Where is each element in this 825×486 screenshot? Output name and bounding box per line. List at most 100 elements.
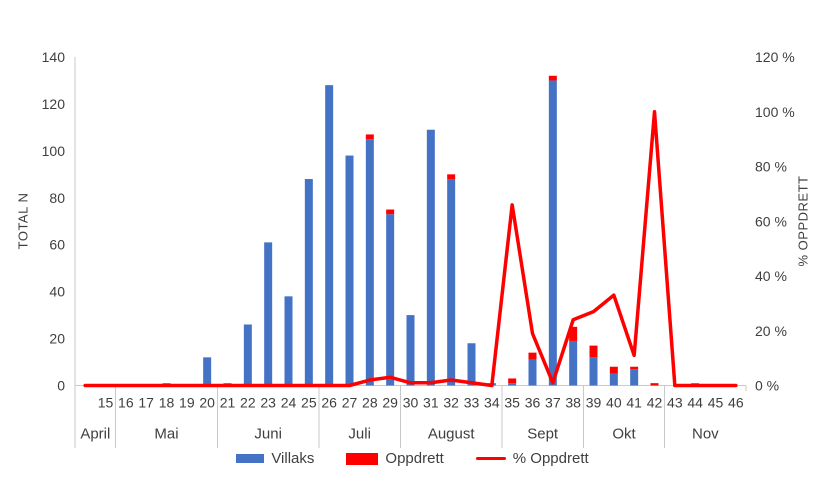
month-label: Mai — [154, 426, 178, 443]
villaks-bar — [589, 357, 598, 386]
villaks-bar — [406, 315, 415, 386]
week-label: 41 — [626, 395, 642, 411]
week-label: 23 — [260, 395, 276, 411]
week-label: 17 — [138, 395, 154, 411]
villaks-bar — [386, 214, 395, 386]
villaks-bar — [325, 85, 334, 386]
week-label: 21 — [220, 395, 236, 411]
month-label: April — [80, 426, 110, 443]
legend-label-pct-oppdrett: % Oppdrett — [512, 450, 589, 467]
villaks-bar — [528, 359, 537, 386]
week-label: 18 — [159, 395, 175, 411]
week-label: 20 — [199, 395, 215, 411]
week-label: 32 — [443, 395, 459, 411]
villaks-bar — [630, 369, 639, 386]
villaks-bar-swatch-icon — [236, 454, 265, 463]
week-label: 16 — [118, 395, 134, 411]
right-axis-tick-label: 120 % — [755, 49, 795, 65]
pct-oppdrett-line-swatch-icon — [475, 456, 506, 461]
week-label: 30 — [403, 395, 419, 411]
villaks-bar — [284, 296, 293, 386]
oppdrett-bar — [609, 366, 618, 374]
left-axis-tick-label: 20 — [49, 331, 65, 347]
legend-item-villaks: Villaks — [236, 450, 314, 467]
oppdrett-bar — [569, 326, 578, 341]
right-axis-tick-label: 60 % — [755, 213, 787, 229]
left-axis-tick-label: 140 — [42, 49, 66, 65]
week-label: 46 — [728, 395, 744, 411]
villaks-bar — [243, 324, 252, 386]
oppdrett-bar — [650, 383, 659, 386]
month-label: August — [428, 426, 476, 443]
week-label: 28 — [362, 395, 378, 411]
legend: Villaks Oppdrett % Oppdrett — [0, 450, 825, 467]
week-label: 27 — [342, 395, 358, 411]
right-axis-tick-label: 20 % — [755, 323, 787, 339]
week-label: 35 — [504, 395, 520, 411]
week-label: 40 — [606, 395, 622, 411]
left-axis-tick-label: 120 — [42, 96, 66, 112]
oppdrett-bar — [589, 345, 598, 358]
left-axis-tick-label: 80 — [49, 190, 65, 206]
month-label: Sept — [527, 426, 559, 443]
week-label: 22 — [240, 395, 256, 411]
oppdrett-bar — [508, 378, 517, 384]
legend-item-pct-oppdrett: % Oppdrett — [475, 450, 589, 467]
left-axis-tick-label: 40 — [49, 284, 65, 300]
week-label: 26 — [321, 395, 337, 411]
right-axis-tick-label: 0 % — [755, 378, 779, 394]
villaks-bar — [609, 373, 618, 386]
pct-oppdrett-line — [83, 110, 738, 388]
left-axis-tick-label: 60 — [49, 237, 65, 253]
legend-label-oppdrett: Oppdrett — [385, 450, 444, 467]
week-label: 19 — [179, 395, 195, 411]
left-axis-tick-label: 100 — [42, 143, 66, 159]
right-axis-tick-label: 40 % — [755, 268, 787, 284]
week-label: 15 — [98, 395, 114, 411]
week-label: 24 — [281, 395, 297, 411]
week-label: 31 — [423, 395, 439, 411]
oppdrett-bar — [447, 174, 456, 180]
oppdrett-bar — [365, 134, 374, 140]
week-label: 42 — [647, 395, 663, 411]
week-label: 25 — [301, 395, 317, 411]
right-axis-title: % OPPDRETT — [795, 175, 811, 267]
villaks-bar — [548, 80, 557, 386]
oppdrett-bar — [548, 75, 557, 81]
legend-item-oppdrett: Oppdrett — [346, 450, 444, 467]
week-label: 29 — [382, 395, 398, 411]
right-axis-tick-label: 100 % — [755, 104, 795, 120]
villaks-bar — [365, 139, 374, 386]
week-label: 34 — [484, 395, 500, 411]
month-label: Okt — [612, 426, 636, 443]
villaks-bar — [426, 129, 435, 386]
month-label: Nov — [692, 426, 719, 443]
villaks-bar — [447, 179, 456, 386]
oppdrett-bar — [528, 352, 537, 360]
left-axis-tick-label: 0 — [57, 378, 65, 394]
week-label: 44 — [687, 395, 703, 411]
villaks-bar — [304, 179, 313, 386]
villaks-bar — [569, 340, 578, 386]
villaks-bar — [467, 343, 476, 386]
oppdrett-bar-swatch-icon — [346, 452, 379, 465]
left-axis-title: TOTAL N — [15, 192, 31, 250]
villaks-bar — [508, 383, 517, 386]
legend-label-villaks: Villaks — [271, 450, 315, 467]
week-label: 37 — [545, 395, 561, 411]
week-label: 43 — [667, 395, 683, 411]
villaks-bar — [264, 242, 273, 386]
right-axis-tick-label: 80 % — [755, 159, 787, 175]
villaks-bar — [345, 155, 354, 386]
week-label: 38 — [565, 395, 581, 411]
month-label: Juli — [348, 426, 371, 443]
villaks-bar — [203, 357, 212, 386]
week-label: 33 — [464, 395, 480, 411]
month-label: Juni — [254, 426, 282, 443]
week-label: 45 — [708, 395, 724, 411]
oppdrett-bar — [386, 209, 395, 215]
week-label: 36 — [525, 395, 541, 411]
week-label: 39 — [586, 395, 602, 411]
